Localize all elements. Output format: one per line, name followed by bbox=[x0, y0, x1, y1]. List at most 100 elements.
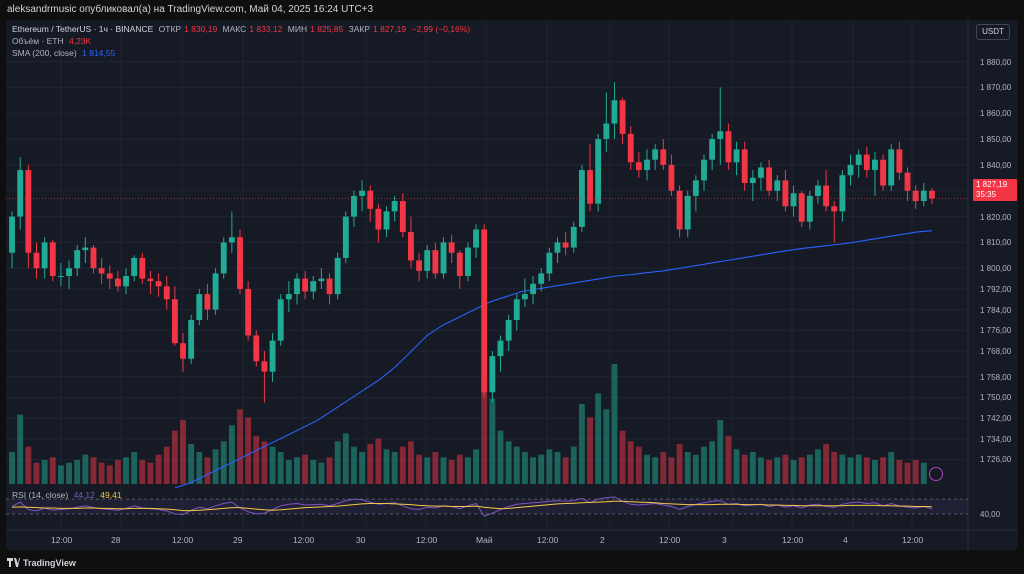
candle-body bbox=[733, 149, 740, 163]
candle-body bbox=[41, 242, 48, 269]
legend-rsi-row[interactable]: RSI (14, close) 44,12 49,41 bbox=[12, 490, 125, 501]
volume-bar bbox=[310, 460, 317, 484]
volume-bar bbox=[554, 452, 561, 484]
volume-bar bbox=[391, 452, 398, 484]
chart-pane[interactable]: Ethereum / TetherUS · 1ч · BINANCE ОТКР 1… bbox=[6, 20, 1018, 550]
volume-bar bbox=[106, 465, 113, 484]
candle-body bbox=[530, 283, 536, 295]
chart-canvas[interactable] bbox=[6, 20, 1018, 550]
rsi-pane[interactable] bbox=[6, 496, 968, 517]
volume-bar bbox=[562, 457, 569, 484]
candle-body bbox=[554, 242, 561, 253]
volume-bar bbox=[782, 454, 789, 484]
volume-bar bbox=[456, 454, 463, 484]
rsi-value: 44,12 bbox=[73, 490, 95, 500]
candlesticks[interactable] bbox=[9, 82, 935, 403]
candle-body bbox=[928, 190, 935, 199]
volume-bar bbox=[619, 430, 626, 484]
candle-body bbox=[155, 281, 162, 287]
replay-flag-icon[interactable] bbox=[929, 467, 943, 481]
candle-body bbox=[82, 247, 89, 251]
price-scale-label: 1 768,00 bbox=[980, 346, 1012, 356]
price-scale-label: 1 750,00 bbox=[980, 393, 1012, 403]
candle-body bbox=[896, 149, 903, 173]
volume-bar bbox=[269, 446, 276, 484]
price-scale-label: 1 820,00 bbox=[980, 212, 1012, 222]
volume-bar bbox=[603, 409, 610, 484]
volume-bar bbox=[41, 460, 48, 484]
candle-body bbox=[25, 170, 32, 253]
time-axis-label: 3 bbox=[722, 535, 727, 545]
candle-body bbox=[619, 100, 626, 134]
candle-body bbox=[497, 340, 504, 357]
rsi-label: RSI (14, close) bbox=[12, 490, 69, 500]
volume-bar bbox=[570, 446, 577, 484]
candle-body bbox=[456, 252, 463, 277]
candle-body bbox=[57, 276, 64, 278]
candle-body bbox=[318, 278, 325, 282]
current-price-label: 1 827,19 bbox=[976, 180, 1008, 189]
time-axis-label: 12:00 bbox=[416, 535, 438, 545]
candle-body bbox=[98, 268, 105, 274]
volume-bars bbox=[9, 364, 927, 484]
time-axis-label: 2 bbox=[600, 535, 605, 545]
volume-bar bbox=[872, 460, 878, 484]
candle-body bbox=[635, 162, 642, 171]
currency-button[interactable]: USDT bbox=[976, 24, 1010, 40]
volume-bar bbox=[595, 393, 602, 484]
candle-body bbox=[367, 190, 374, 209]
symbol-name[interactable]: Ethereum / TetherUS · 1ч · BINANCE bbox=[12, 24, 154, 34]
candle-body bbox=[920, 190, 927, 202]
volume-bar bbox=[17, 414, 24, 484]
volume-bar bbox=[253, 436, 260, 484]
candle-body bbox=[106, 273, 113, 279]
volume-bar bbox=[513, 446, 520, 484]
candle-body bbox=[603, 123, 610, 140]
volume-bar bbox=[359, 452, 366, 484]
candle-body bbox=[815, 185, 821, 196]
candle-body bbox=[416, 260, 423, 271]
time-axis-label: 30 bbox=[356, 535, 366, 545]
price-scale-label: 1 880,00 bbox=[980, 57, 1012, 67]
time-axis-label: 12:00 bbox=[902, 535, 924, 545]
volume-bar bbox=[163, 446, 170, 484]
volume-bar bbox=[245, 417, 252, 484]
candle-body bbox=[432, 250, 439, 274]
candle-body bbox=[741, 149, 748, 183]
open-value: 1 830,19 bbox=[184, 24, 218, 34]
volume-bar bbox=[880, 457, 887, 484]
price-scale-label: 1 860,00 bbox=[980, 109, 1012, 119]
candle-body bbox=[131, 257, 138, 277]
volume-bar bbox=[9, 452, 16, 484]
rsi-scale-label: 40,00 bbox=[980, 510, 1001, 519]
volume-bar bbox=[334, 441, 341, 484]
rsi-band bbox=[6, 499, 968, 514]
sma-label: SMA (200, close) bbox=[12, 48, 77, 58]
candle-body bbox=[904, 172, 911, 191]
volume-bar bbox=[473, 449, 480, 484]
brand-name: TradingView bbox=[23, 558, 76, 568]
tradingview-branding[interactable]: TradingView bbox=[7, 556, 76, 570]
price-scale-label: 1 734,00 bbox=[980, 434, 1012, 444]
candle-body bbox=[749, 177, 756, 183]
volume-bar bbox=[627, 441, 634, 484]
volume-bar bbox=[644, 454, 650, 484]
candle-body bbox=[261, 361, 268, 372]
legend-volume-row[interactable]: Объём · ETH 4,23K bbox=[12, 36, 94, 47]
volume-bar bbox=[920, 462, 927, 484]
candle-body bbox=[546, 252, 553, 274]
candle-body bbox=[717, 131, 724, 140]
candle-body bbox=[359, 190, 366, 196]
candle-body bbox=[196, 294, 203, 320]
candle-body bbox=[766, 167, 773, 191]
volume-bar bbox=[725, 436, 732, 484]
volume-label: Объём · ETH bbox=[12, 36, 64, 46]
candle-body bbox=[123, 276, 129, 287]
candle-body bbox=[676, 190, 683, 230]
legend-sma-row[interactable]: SMA (200, close) 1 814,55 bbox=[12, 48, 118, 59]
candle-body bbox=[709, 139, 716, 160]
candle-body bbox=[139, 257, 146, 279]
candle-body bbox=[147, 278, 154, 282]
volume-bar bbox=[717, 420, 724, 484]
volume-bar bbox=[652, 457, 659, 484]
